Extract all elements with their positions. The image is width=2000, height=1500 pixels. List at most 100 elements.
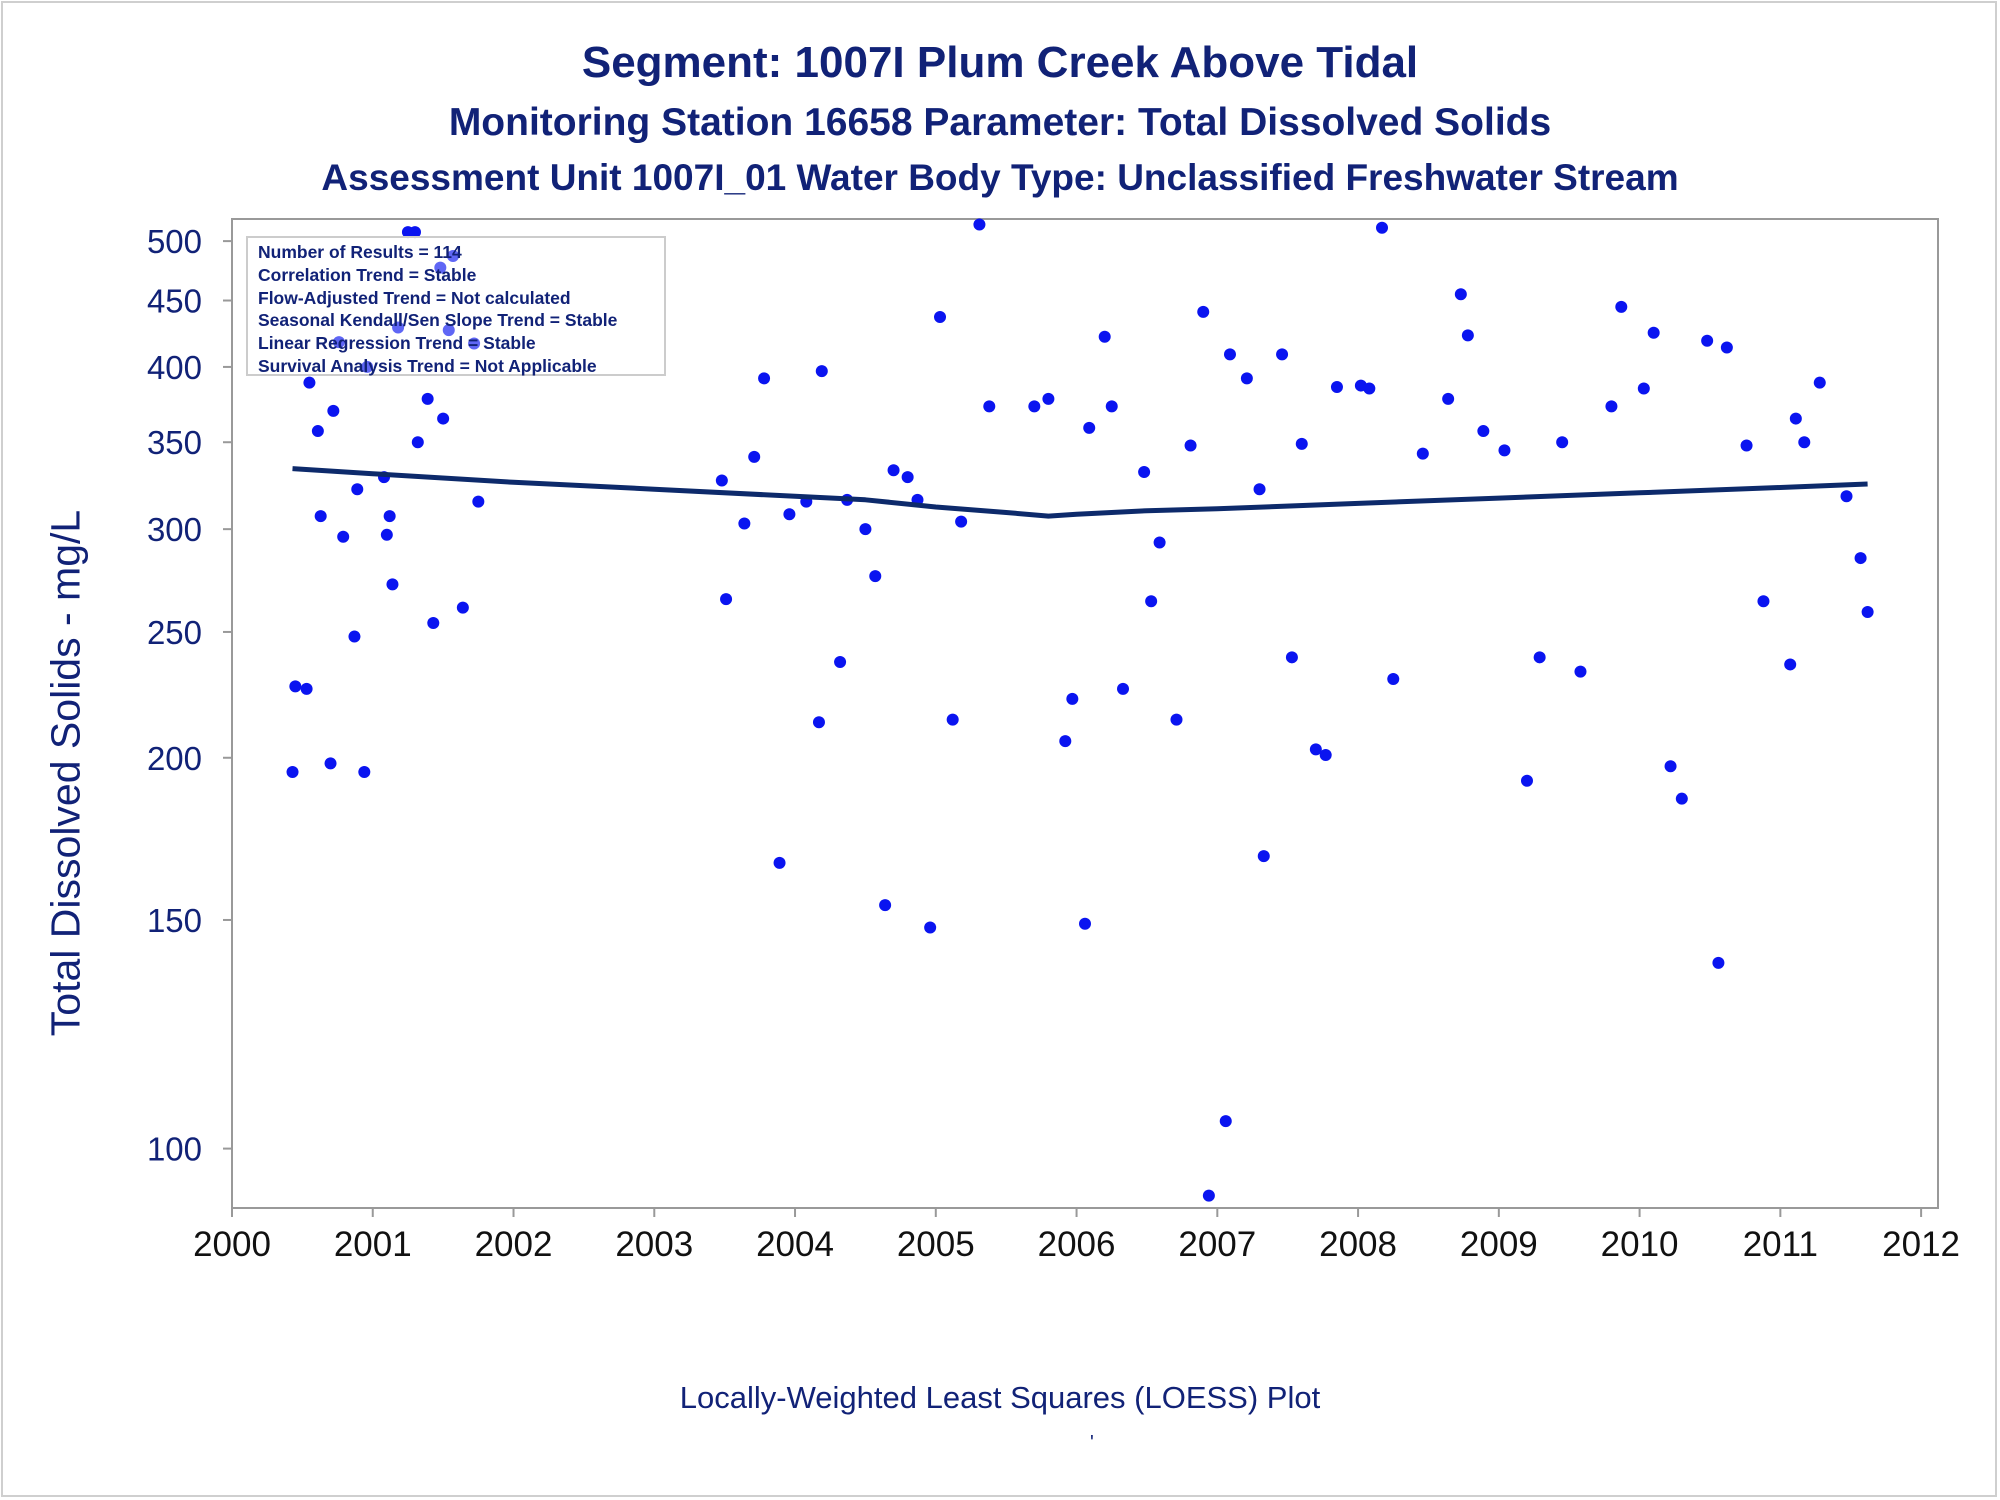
data-point: [1556, 436, 1569, 449]
data-point: [983, 400, 996, 413]
data-point: [973, 218, 986, 231]
y-tick-label: 350: [147, 424, 202, 461]
data-point: [1498, 444, 1511, 457]
data-point: [1712, 956, 1725, 969]
stat-linear-regression-trend: Linear Regression Trend = Stable: [258, 333, 536, 354]
x-tick-label: 2004: [756, 1225, 834, 1264]
data-point: [337, 530, 350, 543]
footnote-mark: ': [1090, 1432, 1094, 1454]
data-point: [421, 392, 434, 405]
data-marks: [286, 218, 1874, 1202]
data-point: [1647, 326, 1660, 339]
data-point: [1079, 917, 1091, 930]
data-point: [1675, 792, 1688, 805]
data-point: [1276, 348, 1289, 361]
x-tick-label: 2006: [1038, 1225, 1116, 1264]
data-point: [351, 483, 364, 496]
data-point: [1257, 850, 1270, 863]
data-point: [1387, 672, 1400, 685]
axes: 2000 2001 2002 2003 2004 2005 2006 2007 2008 2009…: [147, 218, 1960, 1264]
x-tick-label: 2002: [475, 1225, 553, 1264]
data-point: [1330, 381, 1343, 394]
data-point: [1153, 536, 1166, 549]
data-point: [392, 321, 405, 334]
data-point: [859, 523, 872, 536]
data-point: [1083, 421, 1096, 434]
data-point: [1740, 439, 1753, 452]
data-point: [1098, 330, 1111, 343]
data-point: [427, 616, 440, 629]
data-point: [434, 261, 447, 274]
x-tick-label: 2007: [1178, 1225, 1256, 1264]
data-point: [1202, 1189, 1215, 1202]
data-point: [472, 495, 485, 508]
data-point: [1442, 392, 1455, 405]
data-point: [1861, 606, 1874, 619]
y-axis-label: Total Dissolved Solids - mg/L: [42, 509, 89, 1037]
data-point: [1059, 735, 1072, 748]
data-point: [946, 713, 959, 726]
plot-area-border: [231, 218, 1939, 1209]
data-point: [1854, 552, 1867, 565]
statistics-box: Number of Results = 114 Correlation Tren…: [246, 236, 666, 376]
data-point: [720, 593, 733, 606]
data-point: [1253, 483, 1266, 496]
stat-survival-analysis-trend: Survival Analysis Trend = Not Applicable: [258, 355, 597, 376]
chart-title: Segment: 1007I Plum Creek Above Tidal: [581, 38, 1419, 87]
data-point: [327, 404, 340, 417]
data-point: [1145, 595, 1158, 608]
x-tick-label: 2011: [1743, 1225, 1818, 1264]
data-point: [1170, 713, 1183, 726]
data-point: [783, 508, 796, 521]
data-point: [901, 471, 914, 484]
data-point: [386, 578, 399, 591]
data-point: [1219, 1115, 1232, 1128]
data-point: [924, 921, 937, 934]
data-point: [934, 311, 947, 324]
data-point: [887, 464, 900, 477]
data-point: [1798, 436, 1811, 449]
y-tick-label: 500: [147, 223, 202, 260]
x-tick-label: 2012: [1882, 1225, 1960, 1264]
data-point: [815, 365, 828, 378]
data-point: [1363, 382, 1376, 395]
data-point: [1184, 439, 1197, 452]
y-tick-label: 300: [147, 511, 202, 548]
data-point: [408, 226, 421, 239]
data-point: [303, 376, 316, 389]
data-point: [773, 856, 786, 869]
x-tick-label: 2009: [1460, 1225, 1538, 1264]
data-point: [1295, 437, 1308, 450]
data-point: [1840, 490, 1853, 503]
footnote: Locally-Weighted Least Squares (LOESS) P…: [679, 1380, 1321, 1415]
y-tick-label: 250: [147, 614, 202, 651]
data-point: [1574, 665, 1587, 678]
data-point: [289, 680, 302, 693]
data-point: [1285, 651, 1298, 664]
stat-number-of-results: Number of Results = 114: [258, 242, 462, 262]
data-point: [1117, 682, 1130, 695]
data-point: [1757, 595, 1770, 608]
data-point: [456, 601, 469, 614]
data-point: [358, 766, 371, 779]
data-point: [286, 766, 299, 779]
data-point: [383, 510, 396, 523]
y-tick-label: 450: [147, 283, 202, 320]
data-point: [468, 337, 481, 350]
data-point: [1042, 392, 1055, 405]
data-point: [324, 757, 337, 770]
data-point: [1520, 774, 1533, 787]
data-point: [1605, 400, 1618, 413]
data-point: [1533, 651, 1546, 664]
data-point: [1309, 743, 1322, 756]
data-point: [1615, 300, 1628, 313]
data-point: [311, 425, 324, 438]
data-point: [1319, 748, 1332, 761]
data-point: [1720, 341, 1733, 354]
data-point: [332, 336, 345, 349]
x-tick-label: 2010: [1601, 1225, 1679, 1264]
x-tick-label: 2003: [615, 1225, 693, 1264]
data-point: [879, 899, 892, 912]
loess-line: [292, 466, 1868, 519]
data-point: [300, 682, 313, 695]
